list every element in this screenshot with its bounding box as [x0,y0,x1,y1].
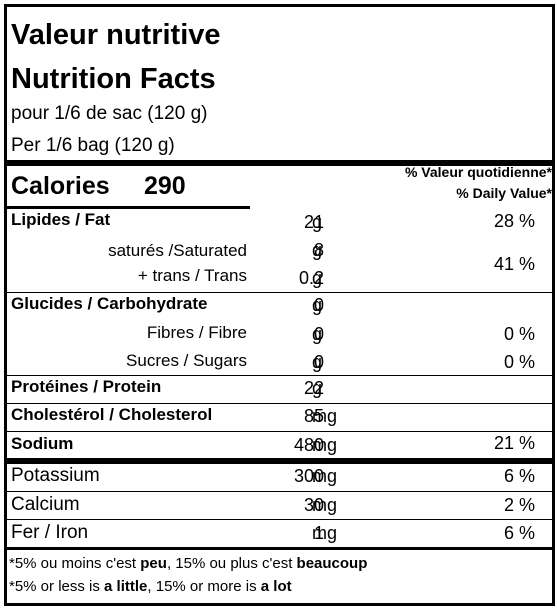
rule-calcium [7,491,552,492]
fat-label: Lipides / Fat [11,210,111,229]
rule-protein [7,375,552,376]
saturated-trans-dv: 41 % [493,254,535,274]
carb-unit: g [312,295,323,315]
dv-header-en: % Daily Value* [456,185,552,201]
fibre-label: Fibres / Fibre [146,323,247,342]
cholesterol-amount: 85 [303,406,324,426]
potassium-dv: 6 % [503,466,535,486]
calcium-label: Calcium [11,494,80,515]
trans-label: + trans / Trans [137,266,247,285]
sugars-amount: 0 [313,352,324,372]
nutrition-facts-panel: Valeur nutritive Nutrition Facts pour 1/… [4,4,555,606]
protein-unit: g [312,378,323,398]
sodium-unit: mg [312,435,338,455]
thick-rule-top [7,160,552,166]
footnote-fr: *5% ou moins c'est peu, 15% ou plus c'es… [9,555,368,572]
calcium-amount: 30 [303,495,324,515]
footnote-en: *5% or less is a little, 15% or more is … [9,578,292,595]
title-fr: Valeur nutritive [11,19,221,51]
calcium-dv: 2 % [503,495,535,515]
calcium-unit: mg [312,495,338,515]
iron-dv: 6 % [503,523,535,543]
rule-iron [7,519,552,520]
sodium-dv: 21 % [493,433,535,453]
potassium-label: Potassium [11,465,100,486]
title-en: Nutrition Facts [11,63,216,95]
fibre-unit: g [312,324,323,344]
protein-label: Protéines / Protein [11,377,162,396]
protein-amount: 22 [303,378,324,398]
rule-sodium [7,431,552,432]
calories-rule [7,206,250,209]
carb-label: Glucides / Carbohydrate [11,294,208,313]
thick-rule-mid [7,458,552,464]
sodium-amount: 480 [293,435,324,455]
serving-size-fr: pour 1/6 de sac (120 g) [11,103,208,124]
iron-unit: mg [312,523,338,543]
sugars-label: Sucres / Sugars [126,351,247,370]
iron-label: Fer / Iron [11,522,89,543]
saturated-label: saturés /Saturated [108,241,247,260]
carb-amount: 0 [313,295,324,315]
potassium-amount: 300 [293,466,324,486]
fat-dv: 28 % [493,211,535,231]
serving-size-en: Per 1/6 bag (120 g) [11,135,175,156]
sugars-unit: g [312,352,323,372]
potassium-unit: mg [312,466,338,486]
rule-carb [7,292,552,293]
calories-value: 290 [144,172,186,200]
saturated-amount: 8 [313,240,324,260]
fibre-amount: 0 [313,324,324,344]
trans-amount: 0.2 [298,268,324,288]
trans-unit: g [312,268,323,288]
cholesterol-label: Cholestérol / Cholesterol [11,405,213,424]
cholesterol-unit: mg [312,406,338,426]
saturated-unit: g [312,240,323,260]
fat-amount: 21 [303,212,324,232]
iron-amount: 1 [313,523,324,543]
calories-label: Calories [11,172,110,200]
rule-cholesterol [7,403,552,404]
sodium-label: Sodium [11,434,74,453]
footnote-rule [7,547,552,550]
dv-header-fr: % Valeur quotidienne* [404,164,552,180]
fibre-dv: 0 % [503,324,535,344]
fat-unit: g [312,212,323,232]
sugars-dv: 0 % [503,352,535,372]
